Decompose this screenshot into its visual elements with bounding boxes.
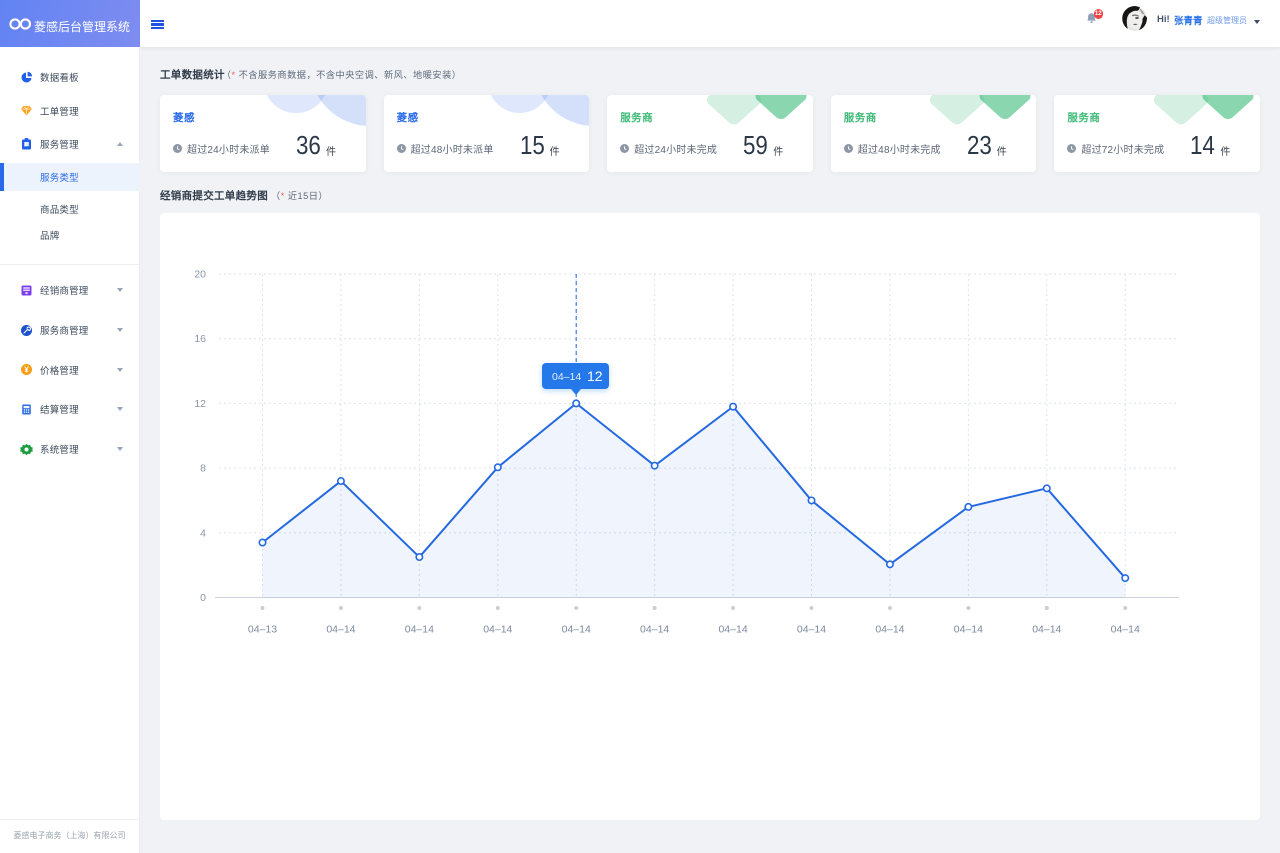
svg-text:8: 8 xyxy=(200,463,206,475)
svg-text:20: 20 xyxy=(194,269,206,281)
svg-text:04–14: 04–14 xyxy=(1032,624,1061,636)
svg-text:04–14: 04–14 xyxy=(1111,624,1140,636)
svg-text:0: 0 xyxy=(200,592,206,604)
svg-text:12: 12 xyxy=(194,398,206,410)
svg-text:04–14: 04–14 xyxy=(326,624,355,636)
svg-text:04–14: 04–14 xyxy=(483,624,512,636)
svg-text:04–14: 04–14 xyxy=(718,624,747,636)
svg-text:16: 16 xyxy=(194,333,206,345)
svg-text:04–14: 04–14 xyxy=(875,624,904,636)
svg-text:04–14: 04–14 xyxy=(640,624,669,636)
svg-text:04–14: 04–14 xyxy=(405,624,434,636)
svg-text:4: 4 xyxy=(200,527,206,539)
svg-text:04–13: 04–13 xyxy=(248,624,277,636)
svg-text:04–14: 04–14 xyxy=(562,624,591,636)
svg-text:04–14: 04–14 xyxy=(954,624,983,636)
svg-text:04–14: 04–14 xyxy=(797,624,826,636)
